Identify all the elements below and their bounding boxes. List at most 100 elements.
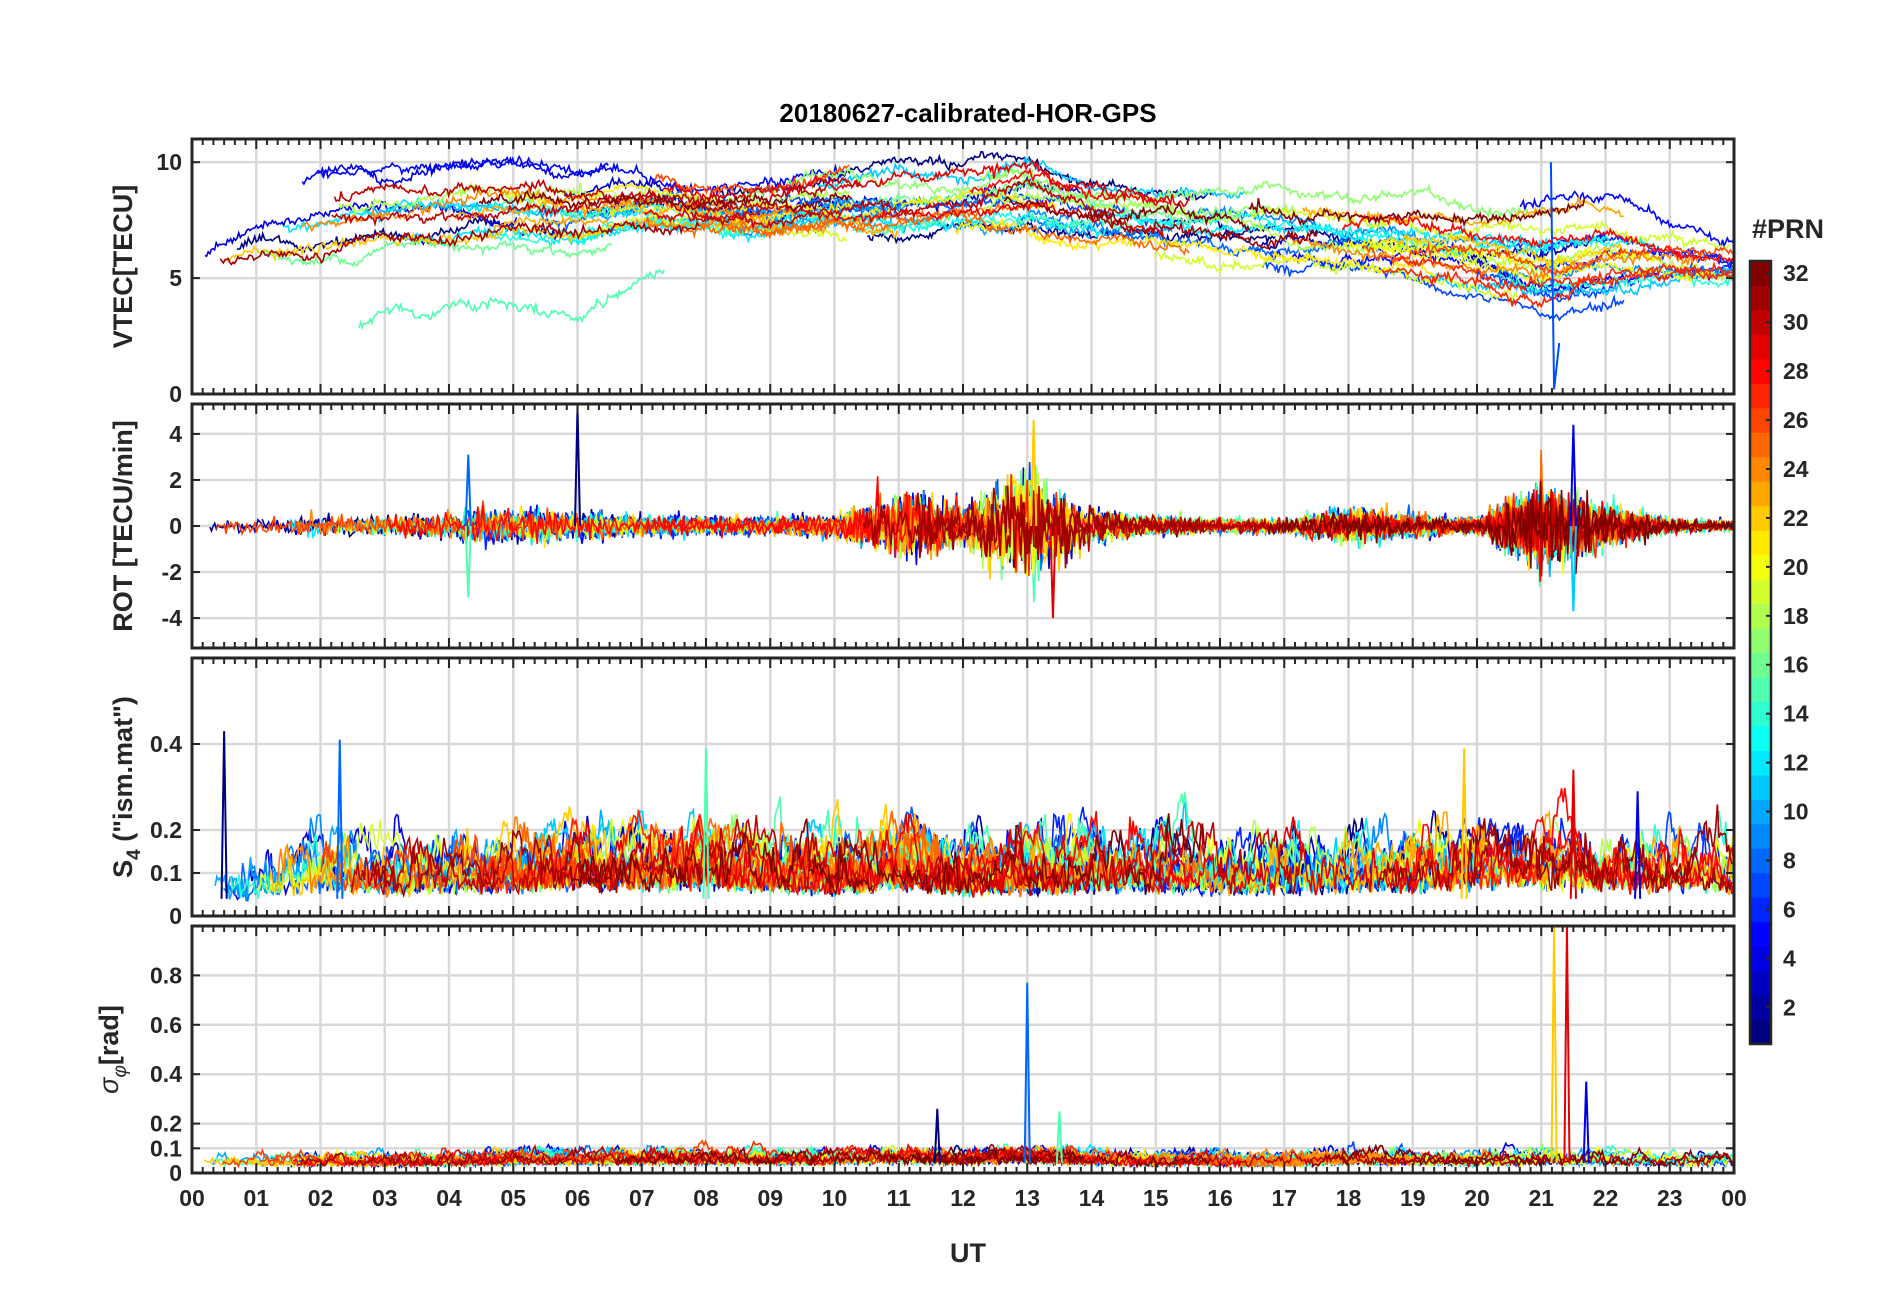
trace-prn-32 (1248, 197, 1586, 228)
peak-mark (220, 731, 228, 899)
peak-mark (1569, 525, 1577, 612)
trace-prn-18 (1217, 819, 1443, 893)
trace-prn-30 (331, 190, 738, 228)
colorbar-segment (1750, 456, 1771, 482)
x-tick-label: 15 (1143, 1185, 1169, 1211)
colorbar-tick-label: 22 (1783, 505, 1809, 531)
trace-prn-16 (262, 237, 613, 268)
s4-ytick-label: 0.4 (150, 731, 182, 757)
s4-ytick-label: 0 (169, 903, 182, 929)
figure-title: 20180627-calibrated-HOR-GPS (779, 98, 1156, 128)
colorbar-segment (1750, 848, 1771, 874)
x-tick-label: 17 (1271, 1185, 1297, 1211)
peak-mark (1569, 424, 1577, 527)
x-tick-label: 14 (1079, 1185, 1105, 1211)
trace-prn-31 (299, 1146, 607, 1168)
sigma_phi-ylabel: σφ[rad] (94, 1005, 131, 1094)
trace-prn-27 (1381, 262, 1734, 308)
trace-prn-25 (697, 206, 1190, 256)
trace-prn-32 (833, 813, 1207, 896)
trace-prn-5 (301, 154, 848, 196)
x-tick-label: 11 (887, 1185, 912, 1211)
colorbar-tick-label: 6 (1783, 896, 1796, 922)
colorbar-segment (1750, 725, 1771, 751)
trace-prn-30 (350, 814, 846, 896)
x-tick-label: 08 (693, 1185, 719, 1211)
colorbar-tick-label: 30 (1783, 309, 1809, 335)
vtec-ylabel: VTEC[TECU] (108, 185, 138, 349)
trace-prn-5 (1269, 245, 1734, 300)
trace-prn-24 (1291, 237, 1708, 282)
vtec-ytick-label: 10 (156, 149, 182, 175)
trace-prn-17 (741, 166, 1030, 201)
peak-mark (1550, 926, 1558, 1164)
trace-prn-28 (1341, 213, 1734, 266)
trace-prn-12 (1092, 210, 1610, 251)
panel-vtec: 0 5 10 VTEC[TECU] (108, 137, 1736, 407)
sigma_phi-ytick-label: 0.1 (150, 1135, 182, 1161)
trace-prn-31 (1088, 212, 1319, 250)
s4-ytick-label: 0.2 (150, 817, 182, 843)
peak-mark (1030, 420, 1038, 527)
rot-ylabel: ROT [TECU/min] (108, 420, 138, 631)
peak-mark (464, 525, 472, 598)
x-tick-label: 22 (1593, 1185, 1619, 1211)
x-tick-label: 10 (822, 1185, 848, 1211)
trace-prn-14 (1499, 269, 1733, 293)
peak-mark (1055, 1111, 1063, 1164)
x-tick-label: 12 (950, 1185, 976, 1211)
colorbar-segment (1750, 921, 1771, 947)
trace-prn-21 (954, 217, 1437, 278)
trace-prn-32 (1341, 1143, 1734, 1168)
trace-prn-31 (1377, 804, 1734, 893)
trace-prn-25 (478, 816, 1039, 896)
colorbar-segment (1750, 701, 1771, 727)
peak-mark (1460, 748, 1468, 899)
colorbar-tick-label: 32 (1783, 260, 1809, 286)
colorbar-tick-label: 12 (1783, 750, 1809, 776)
colorbar-title: #PRN (1752, 214, 1824, 244)
x-tick-label: 19 (1400, 1185, 1426, 1211)
trace-prn-25 (645, 201, 1044, 240)
colorbar-segment (1750, 1019, 1771, 1045)
trace-prn-17 (980, 167, 1547, 219)
sigma_phi-ytick-label: 0 (169, 1160, 182, 1186)
trace-prn-30 (333, 176, 861, 214)
colorbar-segment (1750, 407, 1771, 433)
colorbar-segment (1750, 603, 1771, 629)
x-tick-label: 00 (1721, 1185, 1747, 1211)
trace-prn-5 (1519, 190, 1734, 251)
colorbar-segment (1750, 358, 1771, 384)
trace-prn-28 (292, 1148, 522, 1169)
trace-prn-32 (478, 190, 853, 213)
rot-traces (209, 449, 1734, 603)
panel-sigma_phi: 00.10.2 0.4 0.6 0.8 σφ[rad] (94, 924, 1736, 1186)
trace-prn-18 (338, 181, 851, 216)
peak-mark (1563, 926, 1571, 1164)
colorbar-segment (1750, 676, 1771, 702)
sigma_phi-ytick-label: 0.4 (150, 1061, 182, 1087)
s4-ylabel: S4 ("ism.mat") (108, 696, 145, 878)
colorbar-tick-label: 8 (1783, 847, 1796, 873)
trace-prn-15 (358, 268, 665, 331)
colorbar-tick-label: 26 (1783, 407, 1809, 433)
colorbar-segment (1750, 261, 1771, 286)
trace-prn-22 (222, 224, 607, 264)
peak-mark (464, 454, 472, 527)
colorbar-segment (1750, 628, 1771, 653)
peak-mark (1569, 769, 1577, 899)
colorbar-segment (1750, 823, 1771, 849)
vtec-peaks (1549, 162, 1561, 390)
vtec-traces (204, 150, 1734, 331)
trace-prn-31 (627, 1143, 1083, 1168)
colorbar-frame (1748, 259, 1773, 1046)
trace-prn-24 (276, 816, 594, 898)
colorbar-segment (1750, 432, 1771, 458)
trace-prn-18 (1364, 239, 1734, 283)
rot-ytick-label: -2 (162, 559, 182, 585)
rot-peaks (464, 408, 1577, 619)
x-tick-label: 20 (1464, 1185, 1490, 1211)
x-tick-label: 16 (1207, 1185, 1233, 1211)
